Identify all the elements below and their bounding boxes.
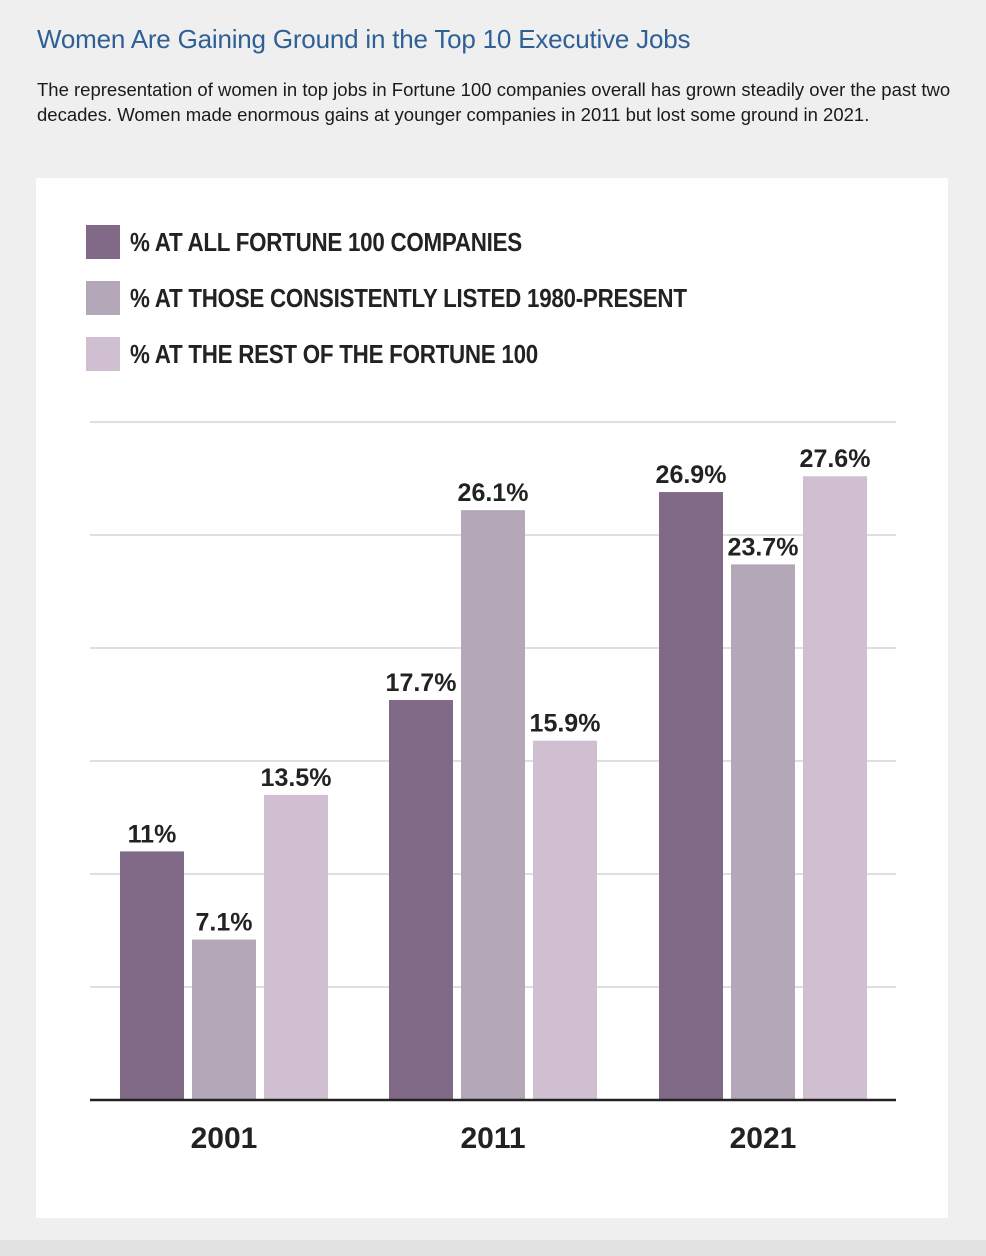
bar <box>461 510 525 1100</box>
data-label: 27.6% <box>800 445 871 473</box>
bar <box>659 492 723 1100</box>
bottom-strip <box>0 1240 986 1256</box>
data-label: 23.7% <box>728 533 799 561</box>
legend-item-rest: % AT THE REST OF THE FORTUNE 100 <box>86 337 604 371</box>
data-label: 7.1% <box>196 909 253 937</box>
legend-item-all: % AT ALL FORTUNE 100 COMPANIES <box>86 225 586 259</box>
bar <box>389 699 453 1100</box>
data-label: 11% <box>128 820 177 848</box>
bar <box>264 794 328 1100</box>
bar <box>192 939 256 1100</box>
bar <box>120 851 184 1100</box>
bar <box>803 476 867 1100</box>
legend-label-all: % AT ALL FORTUNE 100 COMPANIES <box>130 226 522 257</box>
x-tick-label: 2011 <box>460 1122 525 1155</box>
legend-swatch-consistent <box>86 281 120 315</box>
data-label: 17.7% <box>386 669 457 697</box>
bar-chart: 11% 7.1% 13.5% 2001 17.7% 26.1% 15.9% 2011 26.9%… <box>90 421 896 1155</box>
page-subtitle: The representation of women in top jobs … <box>37 79 951 125</box>
data-label: 13.5% <box>261 764 332 792</box>
data-label: 15.9% <box>530 710 601 738</box>
bar <box>731 564 795 1100</box>
legend-label-rest: % AT THE REST OF THE FORTUNE 100 <box>130 338 538 369</box>
legend-swatch-all <box>86 225 120 259</box>
chart-card: % AT ALL FORTUNE 100 COMPANIES % AT THOS… <box>36 178 948 1218</box>
legend-item-consistent: % AT THOSE CONSISTENTLY LISTED 1980-PRES… <box>86 281 777 315</box>
bar <box>533 740 597 1100</box>
data-label: 26.1% <box>458 479 529 507</box>
x-tick-label: 2001 <box>191 1122 258 1155</box>
data-label: 26.9% <box>656 461 727 489</box>
legend-swatch-rest <box>86 337 120 371</box>
x-tick-label: 2021 <box>730 1122 797 1155</box>
page-title: Women Are Gaining Ground in the Top 10 E… <box>37 24 691 54</box>
legend-label-consistent: % AT THOSE CONSISTENTLY LISTED 1980-PRES… <box>130 282 687 313</box>
